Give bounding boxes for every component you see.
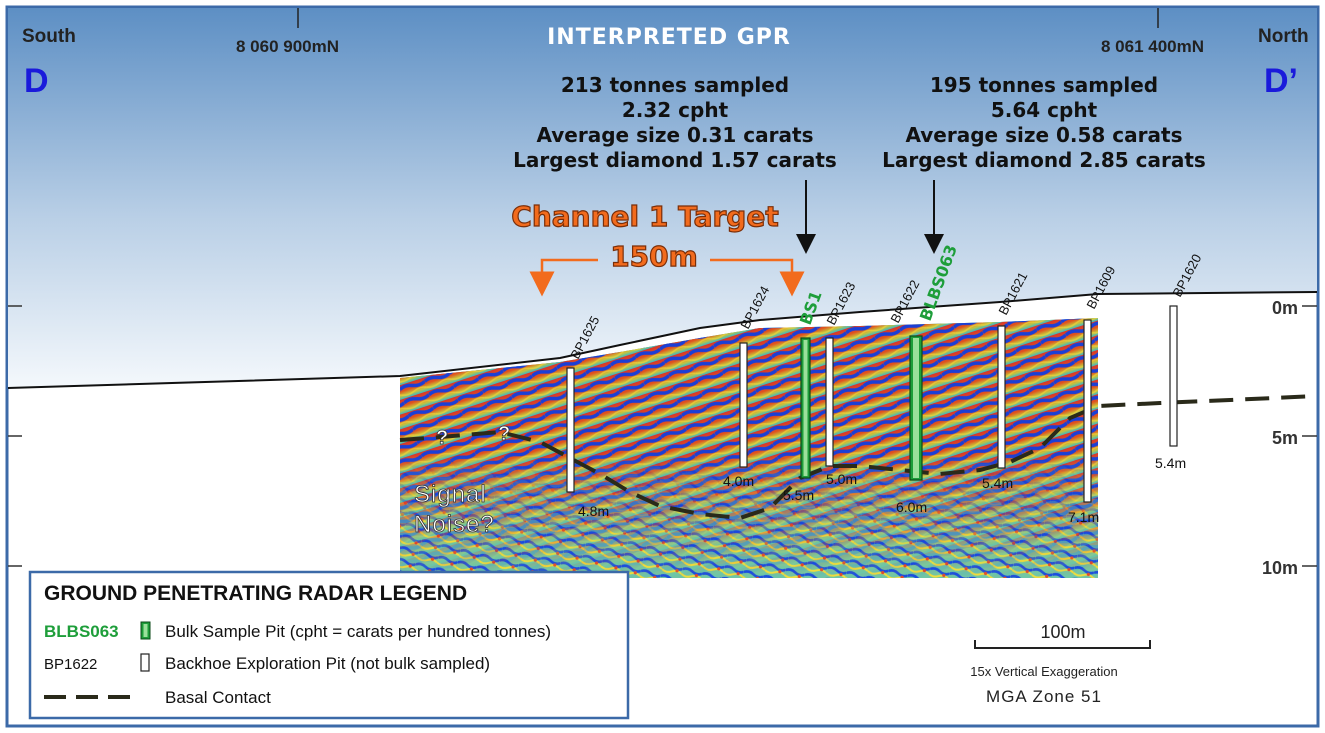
callout-tonnes: 195 tonnes sampled — [930, 73, 1158, 97]
channel-target-label: Channel 1 Target — [511, 200, 778, 233]
callout-bs1: 213 tonnes sampled 2.32 cpht Average siz… — [513, 73, 837, 172]
depth-label-5m: 5m — [1272, 428, 1298, 448]
legend-backhoe-code: BP1622 — [44, 656, 97, 673]
easting-right-label: 8 061 400mN — [1101, 37, 1204, 56]
legend-backhoe-symbol — [141, 654, 149, 671]
pit-depth: 7.1m — [1068, 509, 1099, 525]
legend-basal-text: Basal Contact — [165, 688, 271, 707]
section-end-letter: D’ — [1264, 62, 1298, 100]
channel-target-width: 150m — [610, 240, 698, 273]
callout-grade: 5.64 cpht — [991, 98, 1098, 122]
pit-depth: 6.0m — [896, 499, 927, 515]
depth-label-10m: 10m — [1262, 558, 1298, 578]
legend-box: GROUND PENETRATING RADAR LEGEND BLBS063 … — [30, 572, 628, 718]
section-start-letter: D — [24, 62, 49, 100]
signal-noise-line1: Signal — [414, 481, 487, 508]
north-label: North — [1258, 26, 1309, 47]
pit-depth: 4.8m — [578, 503, 609, 519]
callout-blbs063: 195 tonnes sampled 5.64 cpht Average siz… — [882, 73, 1206, 172]
pit-depth: 5.0m — [826, 471, 857, 487]
legend-title: GROUND PENETRATING RADAR LEGEND — [44, 582, 467, 605]
callout-average-size: Average size 0.58 carats — [906, 123, 1183, 147]
scale-bar-label: 100m — [1040, 622, 1085, 642]
easting-left-label: 8 060 900mN — [236, 37, 339, 56]
pit-depth: 5.5m — [783, 487, 814, 503]
question-mark: ? — [436, 427, 448, 449]
map-zone: MGA Zone 51 — [986, 687, 1102, 706]
depth-label-0m: 0m — [1272, 298, 1298, 318]
callout-grade: 2.32 cpht — [622, 98, 729, 122]
legend-bulk-text: Bulk Sample Pit (cpht = carats per hundr… — [165, 622, 551, 641]
question-mark: ? — [498, 423, 510, 445]
south-label: South — [22, 26, 76, 47]
legend-bulk-code: BLBS063 — [44, 622, 119, 641]
pit-depth: 5.4m — [982, 475, 1013, 491]
signal-noise-line2: Noise? — [414, 511, 495, 538]
callout-largest-diamond: Largest diamond 2.85 carats — [882, 148, 1206, 172]
vertical-exaggeration: 15x Vertical Exaggeration — [970, 664, 1117, 679]
pit-depth: 4.0m — [723, 473, 754, 489]
callout-average-size: Average size 0.31 carats — [537, 123, 814, 147]
diagram-title: INTERPRETED GPR — [547, 25, 791, 50]
legend-backhoe-text: Backhoe Exploration Pit (not bulk sample… — [165, 654, 490, 673]
pit-depth: 5.4m — [1155, 455, 1186, 471]
callout-largest-diamond: Largest diamond 1.57 carats — [513, 148, 837, 172]
callout-tonnes: 213 tonnes sampled — [561, 73, 789, 97]
